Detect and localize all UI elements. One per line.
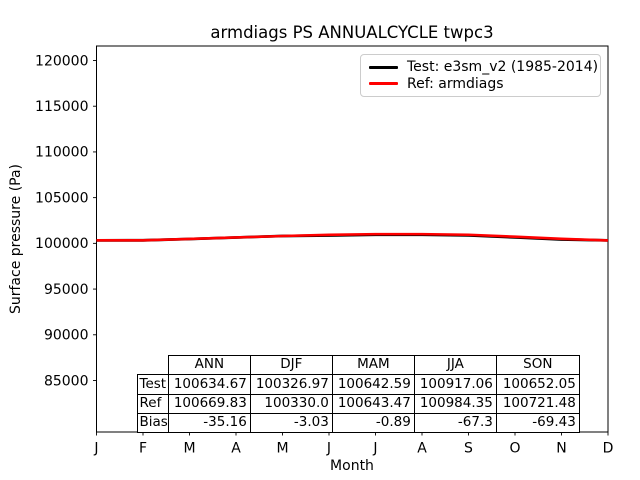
y-tick-label: 110000 — [35, 145, 88, 161]
table-cell: 100643.47 — [331, 393, 415, 414]
table-cell: 100330.0 — [249, 393, 333, 414]
table-header-cell: SON — [495, 354, 580, 376]
table-row-bias: Bias -35.16 -3.03 -0.89 -67.3 -69.43 — [136, 412, 580, 434]
plot-title: armdiags PS ANNUALCYCLE twpc3 — [210, 23, 493, 42]
x-tick-label: A — [417, 441, 427, 457]
table-cell: 100326.97 — [249, 374, 333, 395]
table-header-row: ANN DJF MAM JJA SON — [137, 354, 580, 376]
table-cell: 100642.59 — [331, 374, 415, 395]
legend-line-sample-ref — [369, 82, 398, 86]
x-tick-label: J — [372, 441, 377, 457]
table-row-test: Test 100634.67 100326.97 100642.59 10091… — [136, 374, 580, 395]
x-tick-label: M — [183, 441, 195, 457]
table-cell: 100634.67 — [167, 374, 251, 395]
y-tick-label: 90000 — [44, 328, 89, 344]
chart-layer: 120000 115000 110000 105000 100000 95000 90000… — [35, 45, 614, 457]
y-tick-label: 115000 — [35, 99, 88, 115]
table-cell: -0.89 — [331, 412, 415, 434]
x-tick-label: M — [276, 441, 288, 457]
table-cell: -69.43 — [495, 412, 580, 434]
legend-label-ref: Ref: armdiags — [407, 75, 504, 92]
x-tick-label: O — [509, 441, 520, 457]
y-tick-label: 100000 — [35, 236, 88, 252]
table-cell: -35.16 — [167, 412, 251, 434]
table-row-label: Ref — [136, 393, 169, 414]
table-cell: 100984.35 — [413, 393, 497, 414]
x-tick-label: J — [326, 441, 331, 457]
table-row-ref: Ref 100669.83 100330.0 100643.47 100984.… — [136, 393, 580, 414]
x-tick-label: N — [556, 441, 566, 457]
table-row-label: Bias — [136, 412, 169, 434]
x-axis-label: Month — [330, 458, 374, 474]
table-row-label: Test — [136, 374, 169, 395]
legend-item-test: Test: e3sm_v2 (1985-2014) — [369, 59, 598, 76]
legend: Test: e3sm_v2 (1985-2014) Ref: armdiags — [360, 54, 601, 97]
x-tick-label: F — [139, 441, 147, 457]
table-cell: 100721.48 — [495, 393, 580, 414]
table-header-cell: DJF — [249, 354, 333, 376]
table-cell: 100917.06 — [413, 374, 497, 395]
y-tick-label: 105000 — [35, 190, 88, 206]
x-tick-label: D — [603, 441, 614, 457]
legend-item-ref: Ref: armdiags — [369, 76, 591, 93]
table-cell: -3.03 — [249, 412, 333, 434]
legend-line-sample-test — [369, 65, 398, 69]
table-corner-blank — [137, 356, 168, 375]
x-tick-label: A — [231, 441, 241, 457]
y-tick-label: 120000 — [35, 53, 88, 69]
table-header-cell: MAM — [331, 354, 415, 376]
y-tick-label: 85000 — [44, 373, 89, 389]
stats-table: ANN DJF MAM JJA SON Test 100634.67 10032… — [136, 354, 580, 434]
x-tick-label: S — [464, 441, 473, 457]
series-line-ref — [96, 232, 609, 242]
table-cell: 100669.83 — [167, 393, 251, 414]
y-tick-label: 95000 — [44, 282, 89, 298]
legend-label-test: Test: e3sm_v2 (1985-2014) — [407, 59, 599, 76]
x-tick-label: J — [93, 441, 98, 457]
table-header-cell: JJA — [413, 354, 497, 376]
table-cell: -67.3 — [413, 412, 497, 434]
y-axis-label: Surface pressure (Pa) — [8, 164, 24, 314]
table-cell: 100652.05 — [495, 374, 580, 395]
table-header-cell: ANN — [167, 354, 251, 376]
